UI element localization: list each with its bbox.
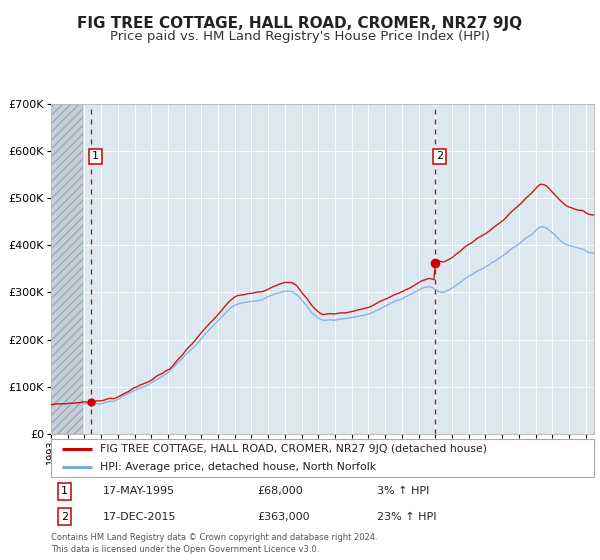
Bar bbox=[51, 104, 83, 434]
Text: 2: 2 bbox=[436, 151, 443, 161]
Text: 3% ↑ HPI: 3% ↑ HPI bbox=[377, 487, 429, 496]
Text: 17-DEC-2015: 17-DEC-2015 bbox=[103, 512, 176, 521]
Text: 1: 1 bbox=[61, 487, 68, 496]
Text: Price paid vs. HM Land Registry's House Price Index (HPI): Price paid vs. HM Land Registry's House … bbox=[110, 30, 490, 43]
Text: 1: 1 bbox=[92, 151, 99, 161]
Text: 17-MAY-1995: 17-MAY-1995 bbox=[103, 487, 175, 496]
Text: 2: 2 bbox=[61, 512, 68, 521]
Text: 23% ↑ HPI: 23% ↑ HPI bbox=[377, 512, 436, 521]
Text: £68,000: £68,000 bbox=[257, 487, 303, 496]
Text: HPI: Average price, detached house, North Norfolk: HPI: Average price, detached house, Nort… bbox=[100, 462, 376, 472]
Text: Contains HM Land Registry data © Crown copyright and database right 2024.
This d: Contains HM Land Registry data © Crown c… bbox=[51, 533, 377, 554]
Text: £363,000: £363,000 bbox=[257, 512, 310, 521]
Text: FIG TREE COTTAGE, HALL ROAD, CROMER, NR27 9JQ: FIG TREE COTTAGE, HALL ROAD, CROMER, NR2… bbox=[77, 16, 523, 31]
Text: FIG TREE COTTAGE, HALL ROAD, CROMER, NR27 9JQ (detached house): FIG TREE COTTAGE, HALL ROAD, CROMER, NR2… bbox=[100, 444, 487, 454]
